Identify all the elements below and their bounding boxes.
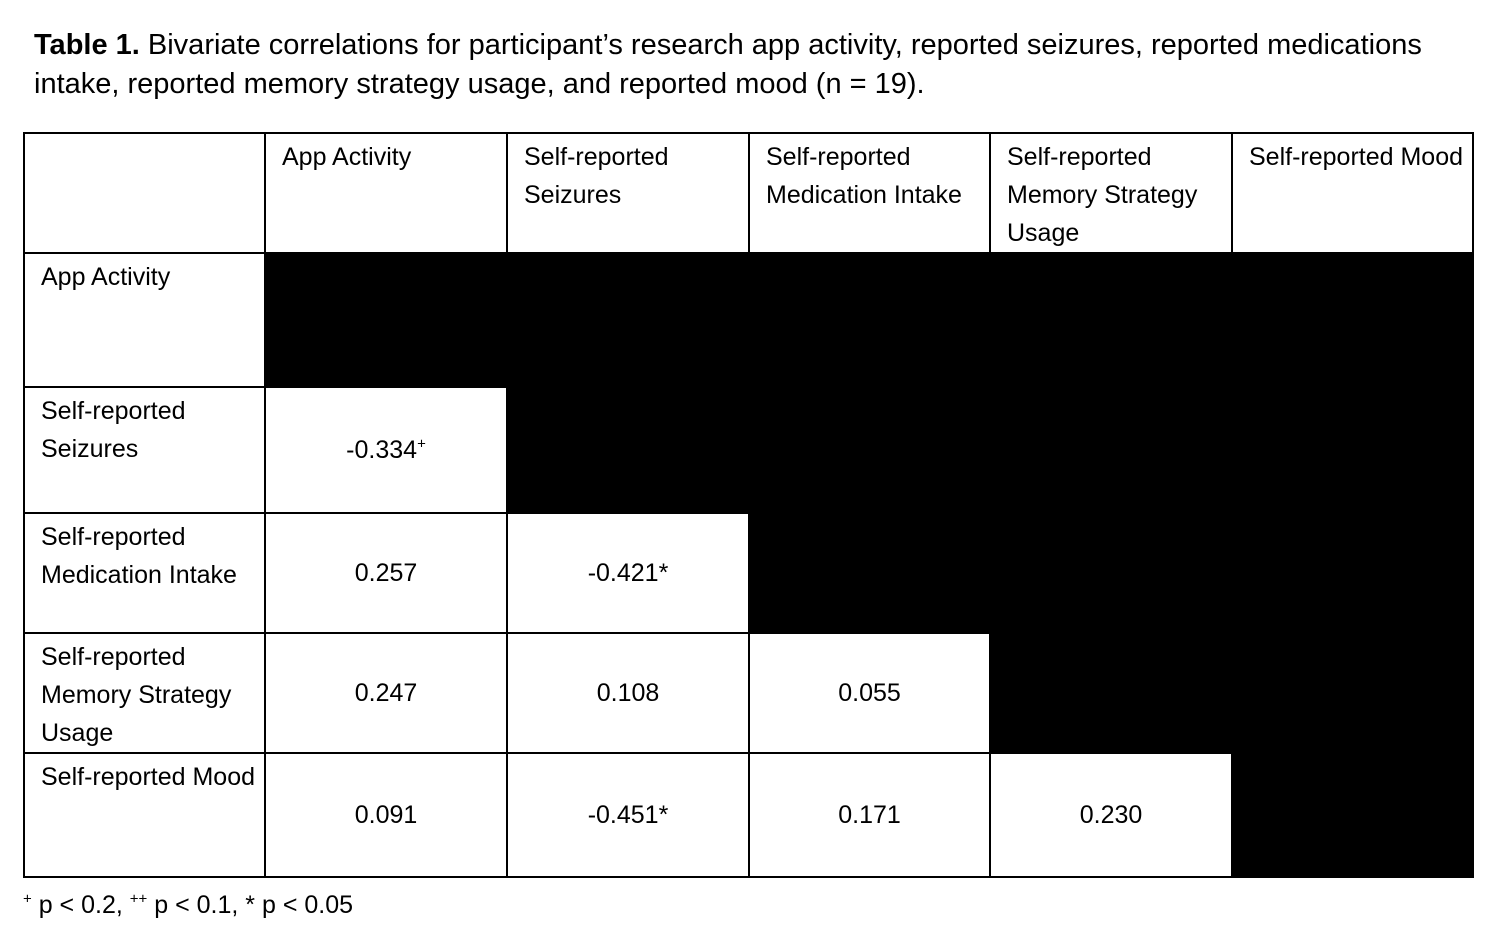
column-header: Self-reported Memory Strategy Usage [989, 132, 1233, 254]
blackout-cell [989, 632, 1474, 754]
row-header: Self-reported Medication Intake [23, 512, 266, 634]
correlation-value-cell: 0.247 [264, 632, 508, 754]
significance-superscript: + [417, 435, 426, 453]
row-header: Self-reported Memory Strategy Usage [23, 632, 266, 754]
table-row: App Activity [23, 252, 1474, 388]
table-row: Self-reported Medication Intake 0.257 -0.4… [23, 512, 1474, 634]
blackout-cell [1231, 752, 1474, 878]
table-row: Self-reported Mood 0.091 -0.451* 0.171 0.230 [23, 752, 1474, 878]
blackout-cell [748, 512, 1474, 634]
correlation-value-cell: 0.171 [748, 752, 991, 878]
correlation-value-cell: 0.091 [264, 752, 508, 878]
column-header: Self-reported Seizures [506, 132, 750, 254]
column-header: Self-reported Medication Intake [748, 132, 991, 254]
table-row: Self-reported Seizures -0.334+ [23, 386, 1474, 514]
row-header: Self-reported Seizures [23, 386, 266, 514]
blackout-cell [264, 252, 1474, 388]
correlation-value-cell: 0.230 [989, 752, 1233, 878]
correlation-value-cell: 0.108 [506, 632, 750, 754]
table-caption: Table 1. Bivariate correlations for part… [34, 26, 1476, 104]
significance-superscript: ++ [129, 890, 148, 908]
correlation-value-cell: -0.334+ [264, 386, 508, 514]
row-header: Self-reported Mood [23, 752, 266, 878]
correlation-value-cell: 0.055 [748, 632, 991, 754]
column-header-row: App Activity Self-reported Seizures Self-r… [23, 132, 1474, 254]
significance-superscript: + [23, 890, 32, 908]
correlation-value-cell: 0.257 [264, 512, 508, 634]
row-header: App Activity [23, 252, 266, 388]
correlation-value-cell: -0.421* [506, 512, 750, 634]
column-header: App Activity [264, 132, 508, 254]
page: Table 1. Bivariate correlations for part… [0, 26, 1496, 949]
correlation-table: App Activity Self-reported Seizures Self-r… [23, 132, 1474, 878]
column-header: Self-reported Mood [1231, 132, 1474, 254]
table-caption-label: Table 1. [34, 29, 140, 61]
blackout-cell [506, 386, 1474, 514]
table-row: Self-reported Memory Strategy Usage 0.247… [23, 632, 1474, 754]
table-caption-text: Bivariate correlations for participant’s… [34, 29, 1422, 100]
corner-header-cell [23, 132, 266, 254]
significance-footnote: + p < 0.2, ++ p < 0.1, * p < 0.05 [23, 890, 354, 919]
correlation-value-cell: -0.451* [506, 752, 750, 878]
